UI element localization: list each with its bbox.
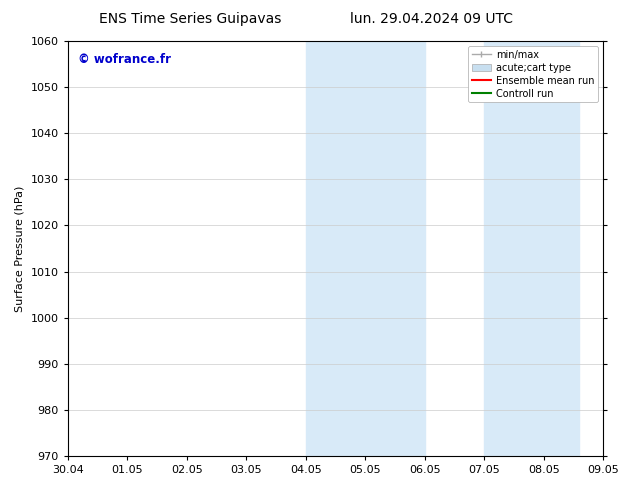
Text: ENS Time Series Guipavas: ENS Time Series Guipavas (99, 12, 281, 26)
Bar (514, 41, 579, 456)
Text: © wofrance.fr: © wofrance.fr (79, 53, 171, 67)
Bar (306, 41, 335, 456)
Legend: min/max, acute;cart type, Ensemble mean run, Controll run: min/max, acute;cart type, Ensemble mean … (468, 46, 598, 102)
Text: lun. 29.04.2024 09 UTC: lun. 29.04.2024 09 UTC (349, 12, 513, 26)
Bar (335, 41, 425, 456)
Bar (484, 41, 514, 456)
Y-axis label: Surface Pressure (hPa): Surface Pressure (hPa) (15, 185, 25, 312)
